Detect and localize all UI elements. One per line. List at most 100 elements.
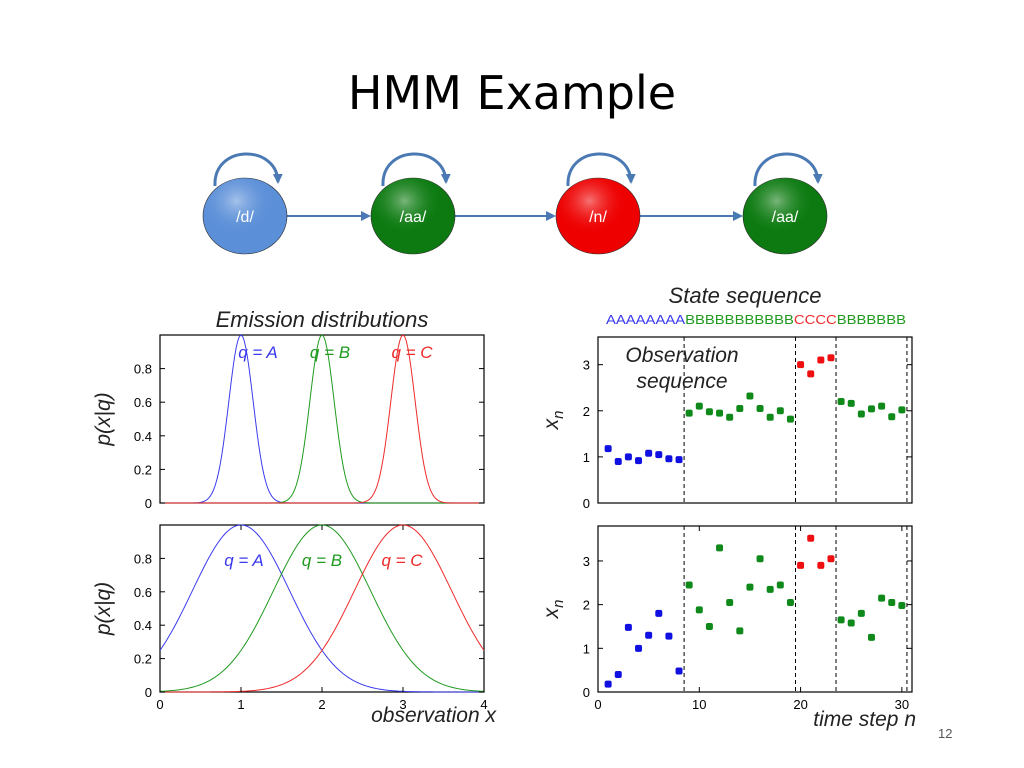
data-point-A: [614, 458, 622, 465]
data-point-B: [776, 407, 784, 415]
y-tick-label: 0.4: [134, 429, 152, 444]
chart-title: Emission distributions: [216, 307, 429, 332]
data-point-A: [604, 445, 612, 453]
state-sequence-segment: AAAAAAAA: [606, 312, 685, 327]
data-point-C: [817, 356, 825, 364]
y-tick-label: 0.6: [134, 585, 152, 600]
data-point-A: [675, 667, 683, 675]
y-tick-label: 3: [583, 554, 590, 569]
y-tick-label: 0: [145, 496, 152, 511]
data-point-C: [807, 370, 815, 378]
y-tick-label: 0.2: [134, 652, 152, 667]
data-point-B: [867, 405, 875, 413]
data-point-B: [756, 555, 764, 563]
y-tick-label: 0: [145, 685, 152, 700]
data-point-A: [635, 644, 643, 652]
y-tick-label: 0: [583, 685, 590, 700]
data-point-B: [705, 408, 713, 416]
x-tick-label: 2: [318, 697, 325, 712]
y-tick-label: 1: [583, 450, 590, 465]
data-point-C: [797, 361, 805, 369]
data-point-A: [635, 457, 643, 465]
data-point-B: [888, 598, 896, 606]
data-point-B: [746, 392, 754, 400]
y-tick-label: 0: [583, 496, 590, 511]
chart-emission-wide: q = A q = B q = C 0 0.2 0.4 0.6 0.8 0 1 2 3 4 p(x|q) o…: [92, 524, 497, 727]
data-point-B: [736, 404, 744, 412]
data-point-A: [645, 449, 653, 457]
data-point-A: [665, 632, 673, 640]
y-axis-label-main: x: [540, 606, 563, 619]
y-axis-label: xn: [540, 600, 567, 620]
y-axis-label-subscript: n: [550, 600, 567, 608]
state-sequence-segment: CCCC: [794, 312, 837, 327]
y-axis-label: p(x|q): [92, 582, 115, 636]
series-label: q = B: [302, 551, 342, 570]
data-point-B: [726, 413, 734, 421]
series-label: q = B: [310, 343, 350, 362]
data-point-B: [857, 609, 865, 617]
state-label: /n/: [589, 209, 607, 226]
data-point-B: [716, 544, 724, 552]
y-tick-label: 0.6: [134, 395, 152, 410]
data-point-B: [898, 602, 906, 610]
x-tick-label: 1: [237, 697, 244, 712]
self-loop-arrow: [566, 152, 636, 187]
series-label: q = C: [381, 551, 423, 570]
state-node-shine: [203, 178, 287, 254]
x-axis-label: observation x: [371, 704, 497, 727]
data-point-B: [837, 616, 845, 624]
data-point-B: [867, 633, 875, 641]
self-loop-arrow: [381, 152, 451, 187]
data-point-B: [898, 406, 906, 414]
y-axis-label: p(x|q): [92, 392, 115, 446]
x-tick-label: 0: [594, 697, 601, 712]
data-point-A: [665, 455, 673, 463]
y-tick-label: 2: [583, 404, 590, 419]
data-point-A: [604, 680, 612, 688]
x-tick-label: 4: [480, 697, 487, 712]
series-line: [160, 334, 484, 504]
series-label: q = A: [224, 551, 264, 570]
x-tick-label: 3: [399, 697, 406, 712]
data-point-B: [847, 619, 855, 627]
x-tick-label: 10: [692, 697, 706, 712]
y-tick-label: 0.8: [134, 551, 152, 566]
state-node-shine: [371, 178, 455, 254]
x-axis-label: time step n: [813, 708, 916, 731]
y-tick-label: 1: [583, 641, 590, 656]
data-point-A: [624, 453, 632, 461]
y-axis-label-subscript: n: [550, 411, 567, 419]
state-sequence-segment: BBBBBBB: [837, 312, 906, 327]
data-point-B: [695, 402, 703, 410]
y-tick-label: 3: [583, 358, 590, 373]
data-point-A: [624, 623, 632, 631]
data-point-C: [817, 561, 825, 569]
data-point-A: [675, 456, 683, 464]
data-point-B: [746, 583, 754, 591]
series-line: [160, 524, 485, 693]
data-point-B: [685, 581, 693, 589]
series-label: q = C: [391, 343, 433, 362]
slide-title: HMM Example: [347, 66, 677, 120]
data-point-B: [888, 413, 896, 421]
annotation-line: Observation: [625, 344, 738, 367]
series-label: q = A: [238, 343, 278, 362]
data-point-B: [776, 581, 784, 589]
state-label: /d/: [236, 209, 254, 226]
state-label: /aa/: [772, 209, 799, 226]
data-point-B: [857, 410, 865, 418]
state-sequence-segment: BBBBBBBBBBB: [685, 312, 794, 327]
self-loop-arrow: [753, 152, 823, 187]
data-point-C: [807, 534, 815, 542]
state-sequence: AAAAAAAA BBBBBBBBBBB CCCC BBBBBBB: [606, 312, 906, 327]
y-tick-label: 2: [583, 598, 590, 613]
data-point-A: [655, 609, 663, 617]
y-tick-label: 0.8: [134, 362, 152, 377]
chart-observation-sequence-top: 0 1 2 3 xn State sequence AAAAAAAA BBBBBBBBBBB C…: [540, 283, 913, 511]
chart-title: State sequence: [669, 283, 822, 308]
data-point-A: [655, 451, 663, 459]
